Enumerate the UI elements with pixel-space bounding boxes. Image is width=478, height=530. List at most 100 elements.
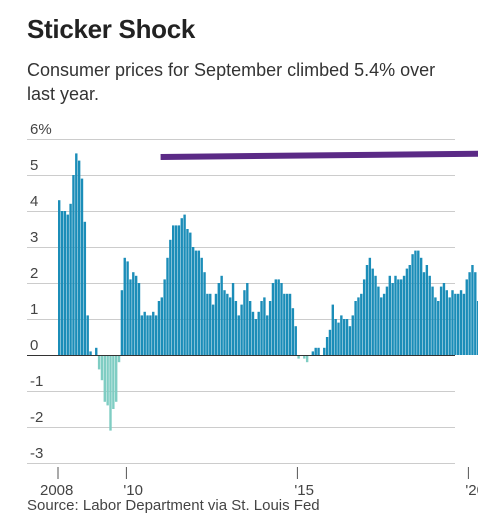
bar	[115, 355, 118, 402]
bar	[220, 275, 223, 355]
bar	[197, 250, 201, 355]
bar	[77, 160, 81, 355]
bar	[203, 272, 206, 355]
y-tick-label: -1	[30, 373, 43, 390]
bar	[331, 304, 334, 355]
bar	[465, 279, 468, 355]
bar	[211, 304, 215, 355]
bar	[100, 355, 104, 381]
bar	[380, 297, 383, 355]
bar	[154, 315, 158, 355]
bar	[354, 301, 357, 355]
bar	[311, 351, 315, 355]
bar	[106, 355, 109, 406]
bar	[174, 225, 178, 355]
bar	[468, 272, 471, 355]
bar	[149, 315, 152, 355]
bar	[411, 254, 414, 355]
bar	[431, 286, 434, 355]
y-tick-labels: 6% 5 4 3 2 1 0 -1 -2 -3	[30, 121, 52, 462]
bar	[143, 311, 146, 355]
bar	[382, 293, 386, 355]
bar	[63, 211, 67, 355]
bar	[402, 275, 406, 355]
bar	[103, 355, 106, 402]
bar	[152, 311, 155, 355]
bar	[194, 250, 198, 355]
x-tick-label: '15	[294, 482, 314, 499]
arrow-shaft	[160, 150, 478, 160]
bar	[388, 275, 391, 355]
bar	[454, 293, 457, 355]
bar	[428, 275, 431, 355]
bar	[109, 355, 112, 431]
bar	[257, 311, 260, 355]
bar	[69, 203, 72, 355]
bar	[405, 268, 409, 355]
bar	[132, 272, 135, 355]
bar	[126, 261, 129, 355]
bar	[271, 283, 275, 355]
bar	[263, 297, 266, 355]
bar	[274, 279, 277, 355]
bar	[140, 315, 144, 355]
y-tick-label: 6%	[30, 121, 52, 138]
bar	[86, 315, 89, 355]
bar	[408, 265, 411, 355]
bar	[223, 290, 226, 355]
bar	[60, 211, 64, 355]
bar	[72, 175, 75, 355]
bar	[129, 279, 132, 355]
bar	[172, 225, 175, 355]
bar	[66, 214, 69, 355]
bar	[229, 297, 232, 355]
y-tick-label: 2	[30, 265, 38, 282]
bar	[439, 286, 443, 355]
bar	[303, 355, 306, 359]
bar	[348, 326, 352, 355]
bar	[89, 351, 92, 355]
bar	[374, 275, 377, 355]
bar	[422, 272, 426, 355]
bar	[137, 283, 141, 355]
bar	[83, 221, 87, 355]
bar	[75, 153, 78, 355]
bar	[294, 326, 297, 355]
bar	[317, 347, 320, 355]
bar	[200, 257, 203, 355]
bar	[157, 301, 161, 355]
bar	[280, 283, 283, 355]
bar	[425, 265, 429, 355]
bar	[97, 355, 101, 370]
bar	[112, 355, 115, 409]
bar	[334, 319, 337, 355]
bar	[246, 283, 249, 355]
bar	[400, 279, 403, 355]
bar	[377, 286, 380, 355]
bar	[471, 265, 474, 355]
bar	[305, 355, 309, 363]
bar	[189, 232, 192, 355]
bar	[248, 301, 252, 355]
bar	[260, 301, 263, 355]
bar	[371, 268, 374, 355]
bar	[314, 347, 317, 355]
bar	[297, 355, 300, 359]
bar	[277, 279, 280, 355]
bar	[286, 293, 289, 355]
x-tick-label: 2008	[40, 482, 73, 499]
bar	[268, 301, 272, 355]
chart-subtitle: Consumer prices for September climbed 5.…	[27, 60, 436, 104]
bar	[123, 257, 126, 355]
bar	[226, 293, 229, 355]
bar	[368, 257, 372, 355]
y-tick-label: 4	[30, 193, 38, 210]
bar	[214, 293, 218, 355]
bar	[419, 257, 423, 355]
bar	[391, 283, 394, 355]
y-tick-label: -2	[30, 409, 43, 426]
trend-arrow	[160, 150, 478, 160]
bar	[266, 315, 269, 355]
bars	[58, 153, 478, 431]
bar	[340, 315, 343, 355]
